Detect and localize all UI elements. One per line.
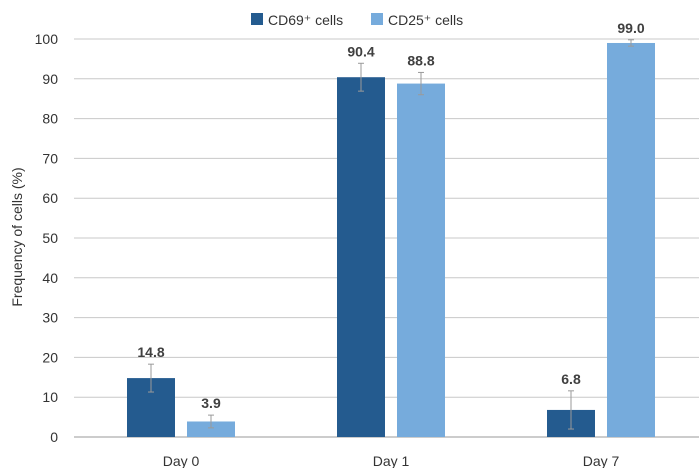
y-tick-label: 100 <box>35 31 59 47</box>
data-label: 6.8 <box>561 371 581 387</box>
bar-cd69-day-1 <box>337 77 385 437</box>
y-tick-label: 80 <box>42 111 58 127</box>
x-category-label: Day 0 <box>163 453 200 468</box>
legend-label-cd25: CD25⁺ cells <box>388 12 463 28</box>
y-tick-label: 50 <box>42 230 58 246</box>
y-tick-label: 90 <box>42 71 58 87</box>
data-label: 99.0 <box>617 20 644 36</box>
y-axis-ticks: 0 10 20 30 40 50 60 70 80 90 100 <box>35 31 59 445</box>
legend: CD69⁺ cells CD25⁺ cells <box>251 12 463 28</box>
data-label: 90.4 <box>347 43 374 59</box>
y-tick-label: 20 <box>42 349 58 365</box>
y-tick-label: 40 <box>42 270 58 286</box>
x-axis-categories: Day 0 Day 1 Day 7 <box>163 453 620 468</box>
data-label: 88.8 <box>407 52 434 68</box>
x-category-label: Day 7 <box>583 453 620 468</box>
bar-cd25-day-1 <box>397 83 445 438</box>
bar-cd25-day-0 <box>187 421 235 437</box>
legend-label-cd69: CD69⁺ cells <box>268 12 343 28</box>
legend-swatch-cd69 <box>251 13 263 25</box>
x-category-label: Day 1 <box>373 453 410 468</box>
data-label: 3.9 <box>201 395 221 411</box>
legend-swatch-cd25 <box>371 13 383 25</box>
y-tick-label: 0 <box>50 429 58 445</box>
bar-cd25-day-7 <box>607 42 655 437</box>
y-axis-label: Frequency of cells (%) <box>9 167 25 306</box>
data-label: 14.8 <box>137 344 164 360</box>
data-labels: 14.8 3.9 90.4 88.8 6.8 99.0 <box>137 20 644 411</box>
y-tick-label: 70 <box>42 150 58 166</box>
y-tick-label: 10 <box>42 389 58 405</box>
gridlines <box>74 38 699 438</box>
y-tick-label: 60 <box>42 190 58 206</box>
y-tick-label: 30 <box>42 310 58 326</box>
error-bars <box>148 39 634 430</box>
